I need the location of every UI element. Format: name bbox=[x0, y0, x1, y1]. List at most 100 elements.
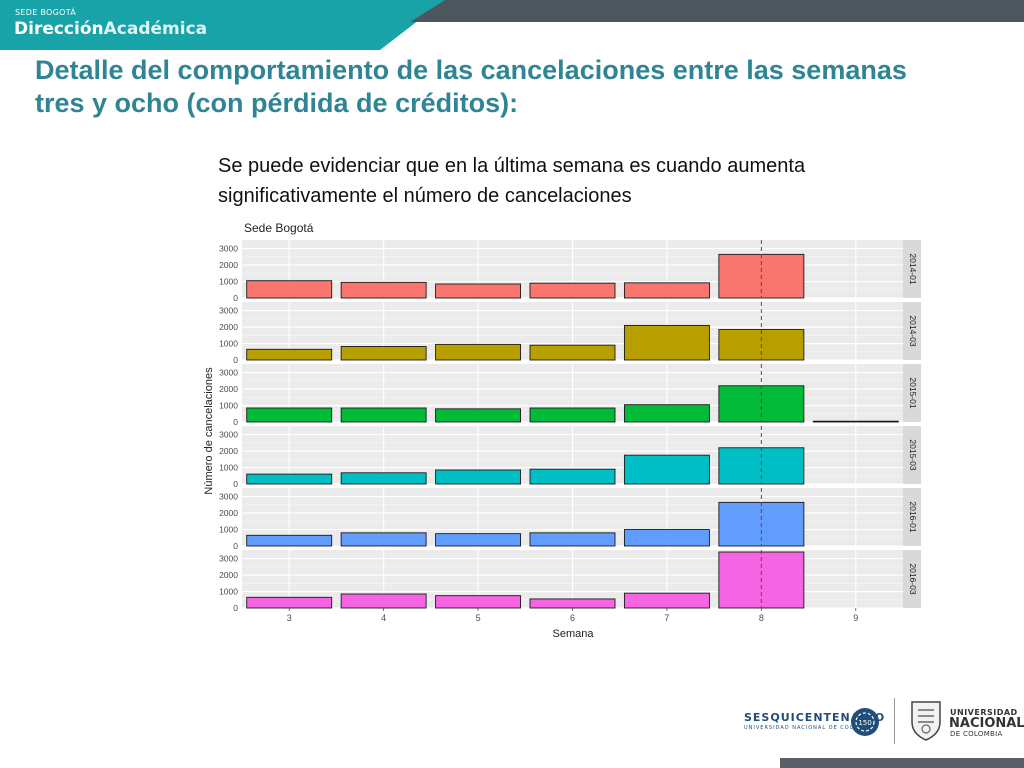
y-tick-label: 3000 bbox=[219, 306, 238, 316]
y-tick-label: 1000 bbox=[219, 525, 238, 535]
footer-logos: SESQUICENTENARIO UNIVERSIDAD NACIONAL DE… bbox=[740, 696, 1024, 746]
header-teal-shape bbox=[0, 0, 445, 50]
y-tick-label: 0 bbox=[233, 417, 238, 427]
facet-strip-label-2014-01: 2014-01 bbox=[908, 253, 918, 284]
y-tick-label: 3000 bbox=[219, 430, 238, 440]
observation-text: Se puede evidenciar que en la última sem… bbox=[218, 155, 806, 207]
y-tick-label: 1000 bbox=[219, 339, 238, 349]
bar-2015-01-semana-7 bbox=[623, 404, 710, 423]
y-tick-label: 0 bbox=[233, 541, 238, 551]
y-tick-label: 2000 bbox=[219, 260, 238, 270]
facet-strip-label-2016-03: 2016-03 bbox=[908, 563, 918, 594]
brand-sede-label: SEDE BOGOTÁ bbox=[15, 8, 77, 17]
header-dark-shape bbox=[410, 0, 1024, 22]
y-tick-label: 3000 bbox=[219, 244, 238, 254]
bar-2016-01-semana-6 bbox=[529, 532, 616, 547]
bar-2014-03-semana-6 bbox=[529, 344, 616, 361]
bar-2014-03-semana-3 bbox=[246, 348, 333, 361]
bar-2016-01-semana-4 bbox=[340, 532, 427, 547]
bar-2014-01-semana-5 bbox=[435, 283, 522, 299]
facet-strip-label-2016-01: 2016-01 bbox=[908, 501, 918, 532]
y-tick-label: 0 bbox=[233, 293, 238, 303]
brand-part-direccion: Dirección bbox=[14, 19, 104, 39]
bar-2014-01-semana-4 bbox=[340, 281, 427, 299]
bar-2015-01-semana-9 bbox=[812, 420, 899, 423]
x-tick-label: 5 bbox=[476, 613, 481, 623]
facets-layer: 0 1000 2000 3000 2014-01 0 1000 2000 3000 2014-03… bbox=[219, 240, 921, 613]
facet-strip bbox=[903, 240, 921, 298]
y-tick-label: 0 bbox=[233, 355, 238, 365]
logo-divider bbox=[894, 698, 895, 744]
bar-2014-01-semana-6 bbox=[529, 282, 616, 299]
facet-strip-label-2015-03: 2015-03 bbox=[908, 439, 918, 470]
y-tick-label: 1000 bbox=[219, 401, 238, 411]
header-band bbox=[0, 0, 1024, 50]
facet-strip bbox=[903, 364, 921, 422]
bar-2015-01-semana-4 bbox=[340, 407, 427, 423]
y-tick-label: 2000 bbox=[219, 446, 238, 456]
y-tick-label: 3000 bbox=[219, 492, 238, 502]
bar-2014-01-semana-7 bbox=[623, 282, 710, 299]
unal-logo-line1: UNIVERSIDAD bbox=[950, 708, 1018, 717]
footer-bar bbox=[780, 758, 1024, 768]
x-tick-label: 8 bbox=[759, 613, 764, 623]
bar-2016-01-semana-3 bbox=[246, 534, 333, 547]
sesquicentenario-emblem-icon: 150 bbox=[851, 708, 879, 736]
page-title: Detalle del comportamiento de las cancel… bbox=[35, 55, 907, 118]
y-tick-label: 1000 bbox=[219, 463, 238, 473]
bar-2015-03-semana-5 bbox=[435, 469, 522, 485]
bar-2014-03-semana-5 bbox=[435, 343, 522, 361]
cancellations-faceted-bar-chart: Sede Bogotá 01000200030002014-0101000200… bbox=[203, 221, 921, 640]
unal-logo-line2: NACIONAL bbox=[949, 716, 1024, 731]
x-tick-label: 9 bbox=[853, 613, 858, 623]
brand-logo-text[interactable]: DirecciónAcadémica bbox=[14, 19, 207, 39]
bar-2016-03-semana-7 bbox=[623, 592, 710, 609]
bar-2015-03-semana-3 bbox=[246, 473, 333, 485]
brand-part-academica: Académica bbox=[103, 19, 208, 39]
facet-strip bbox=[903, 488, 921, 546]
y-tick-label: 2000 bbox=[219, 508, 238, 518]
x-tick-label: 6 bbox=[570, 613, 575, 623]
chart-title: Sede Bogotá bbox=[244, 221, 314, 235]
sesquicentenario-subtext: UNIVERSIDAD NACIONAL DE COLOMBIA bbox=[744, 725, 875, 731]
sesquicentenario-emblem-number: 150 bbox=[858, 719, 871, 727]
bar-2016-01-semana-7 bbox=[623, 529, 710, 547]
y-tick-label: 1000 bbox=[219, 587, 238, 597]
facet-strip bbox=[903, 550, 921, 608]
y-tick-label: 2000 bbox=[219, 570, 238, 580]
bar-2015-01-semana-3 bbox=[246, 407, 333, 423]
x-tick-label: 4 bbox=[381, 613, 386, 623]
bar-2015-03-semana-7 bbox=[623, 454, 710, 485]
y-tick-label: 2000 bbox=[219, 322, 238, 332]
bar-2016-03-semana-5 bbox=[435, 595, 522, 609]
bar-2015-01-semana-6 bbox=[529, 407, 616, 423]
bar-2016-03-semana-4 bbox=[340, 593, 427, 609]
bar-2016-03-semana-6 bbox=[529, 598, 616, 609]
y-tick-label: 3000 bbox=[219, 554, 238, 564]
university-shield-icon bbox=[911, 701, 941, 741]
bar-2015-03-semana-6 bbox=[529, 468, 616, 485]
bar-2014-01-semana-3 bbox=[246, 280, 333, 299]
y-tick-label: 1000 bbox=[219, 277, 238, 287]
facet-strip bbox=[903, 302, 921, 360]
bar-2016-03-semana-3 bbox=[246, 596, 333, 609]
y-tick-label: 0 bbox=[233, 603, 238, 613]
y-tick-label: 0 bbox=[233, 479, 238, 489]
bar-2016-01-semana-5 bbox=[435, 533, 522, 547]
bar-2014-03-semana-7 bbox=[623, 324, 710, 361]
x-tick-label: 3 bbox=[287, 613, 292, 623]
facet-strip bbox=[903, 426, 921, 484]
y-tick-label: 2000 bbox=[219, 384, 238, 394]
x-axis-label: Semana bbox=[553, 628, 595, 640]
facet-strip-label-2014-03: 2014-03 bbox=[908, 315, 918, 346]
y-tick-label: 3000 bbox=[219, 368, 238, 378]
bar-2015-01-semana-5 bbox=[435, 408, 522, 423]
x-axis: 3 4 5 6 7 8 9 bbox=[287, 608, 858, 623]
bar-2015-03-semana-4 bbox=[340, 472, 427, 485]
bar-2014-03-semana-4 bbox=[340, 346, 427, 361]
sesquicentenario-logo-text: SESQUICENTENARIO bbox=[744, 711, 886, 724]
unal-logo-line3: DE COLOMBIA bbox=[950, 730, 1003, 738]
facet-strip-label-2015-01: 2015-01 bbox=[908, 377, 918, 408]
y-axis-label: Número de cancelaciones bbox=[203, 367, 215, 495]
x-tick-label: 7 bbox=[664, 613, 669, 623]
